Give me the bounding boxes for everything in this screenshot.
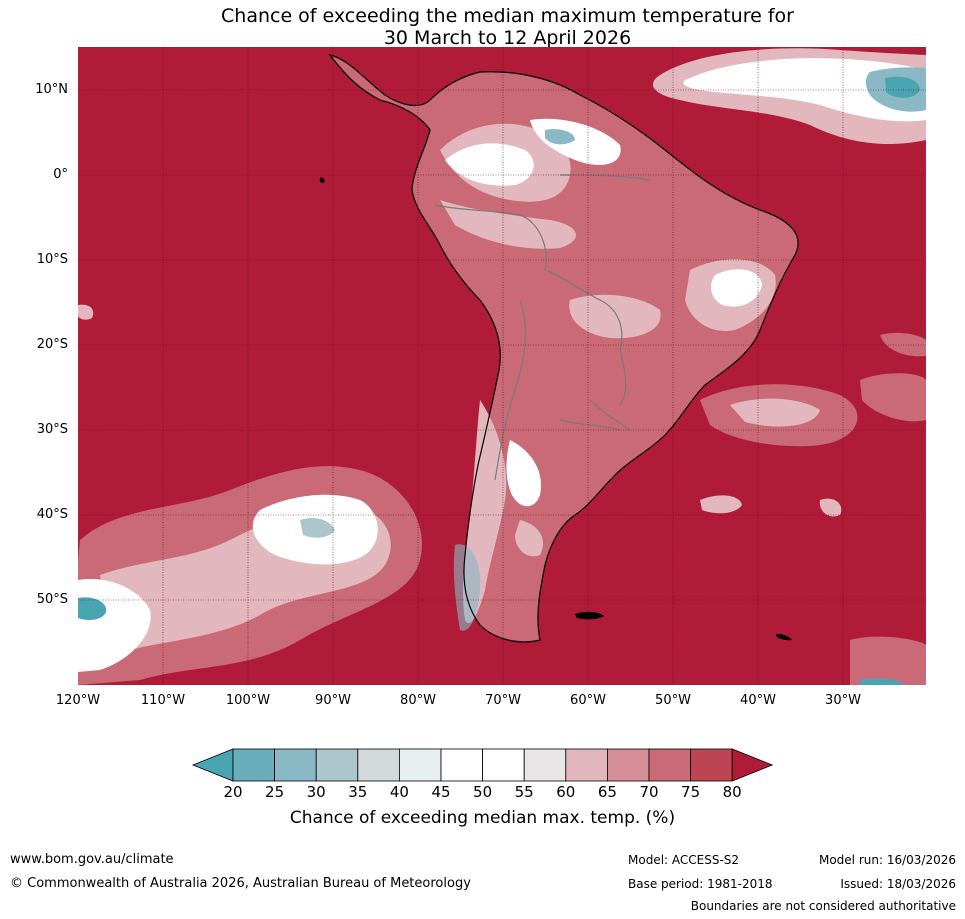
colorbar-label: Chance of exceeding median max. temp. (%… <box>289 808 676 828</box>
colorbar-segment <box>482 748 525 782</box>
colorbar-tick-label: 35 <box>348 783 368 801</box>
lon-label-70w: 70°W <box>485 693 521 708</box>
disclaimer-text: Boundaries are not considered authoritat… <box>690 899 956 913</box>
colorbar-segment <box>357 748 400 782</box>
colorbar-tick-label: 30 <box>306 783 326 801</box>
lon-label-60w: 60°W <box>570 693 606 708</box>
islands <box>319 177 792 641</box>
colorbar-segment <box>523 748 567 782</box>
atlantic-anomaly-patch <box>652 48 926 145</box>
lon-label-30w: 30°W <box>825 693 861 708</box>
model-text: Model: ACCESS-S2 <box>628 853 740 867</box>
colorbar-tick-label: 75 <box>681 783 701 801</box>
colorbar-segment <box>232 748 275 782</box>
map-layers <box>78 47 926 685</box>
lat-label-30s: 30°S <box>36 422 68 437</box>
lat-label-50s: 50°S <box>36 592 68 607</box>
colorbar-tick-label: 80 <box>722 783 742 801</box>
colorbar <box>191 748 774 782</box>
colorbar-tick-label: 50 <box>473 783 493 801</box>
lon-label-40w: 40°W <box>740 693 776 708</box>
colorbar-tick-label: 55 <box>514 783 534 801</box>
lon-label-100w: 100°W <box>225 693 271 708</box>
colorbar-tick-label: 45 <box>431 783 451 801</box>
coastline <box>328 54 799 643</box>
lon-label-50w: 50°W <box>655 693 691 708</box>
lat-label-20s: 20°S <box>36 337 68 352</box>
lat-label-40s: 40°S <box>36 507 68 522</box>
colorbar-tick-label: 40 <box>389 783 409 801</box>
colorbar-segment <box>315 748 359 782</box>
lat-label-0: 0° <box>53 167 68 182</box>
colorbar-tick-label: 25 <box>265 783 285 801</box>
copyright-text: © Commonwealth of Australia 2026, Austra… <box>10 876 471 891</box>
country-borders <box>434 174 651 481</box>
map-title: Chance of exceeding the median maximum t… <box>0 5 965 49</box>
colorbar-extend-high <box>731 748 774 782</box>
title-line-1: Chance of exceeding the median maximum t… <box>221 5 794 27</box>
website-text: www.bom.gov.au/climate <box>10 852 174 867</box>
lon-label-90w: 90°W <box>315 693 351 708</box>
colorbar-tick-label: 60 <box>556 783 576 801</box>
colorbar-segment <box>274 748 317 782</box>
colorbar-tick-label: 20 <box>223 783 243 801</box>
lat-label-10n: 10°N <box>35 82 68 97</box>
colorbar-segment <box>648 748 691 782</box>
colorbar-tick-label: 70 <box>639 783 659 801</box>
colorbar-segment <box>398 748 442 782</box>
colorbar-segment <box>565 748 608 782</box>
south-atlantic-patches <box>78 304 926 685</box>
issued-text: Issued: 18/03/2026 <box>840 877 956 891</box>
lon-label-110w: 110°W <box>140 693 186 708</box>
colorbar-extend-low <box>191 748 234 782</box>
colorbar-segment <box>690 748 733 782</box>
lon-label-120w: 120°W <box>55 693 101 708</box>
colorbar-segment <box>440 748 483 782</box>
model-run-text: Model run: 16/03/2026 <box>818 853 956 867</box>
forecast-map <box>78 47 926 685</box>
pacific-anomaly-patch <box>78 466 422 685</box>
colorbar-segment <box>606 748 650 782</box>
colorbar-tick-label: 65 <box>597 783 617 801</box>
lat-label-10s: 10°S <box>36 252 68 267</box>
south-america-landmass <box>330 55 799 642</box>
base-period-text: Base period: 1981-2018 <box>628 877 773 891</box>
title-line-2: 30 March to 12 April 2026 <box>383 27 632 49</box>
lon-label-80w: 80°W <box>400 693 436 708</box>
